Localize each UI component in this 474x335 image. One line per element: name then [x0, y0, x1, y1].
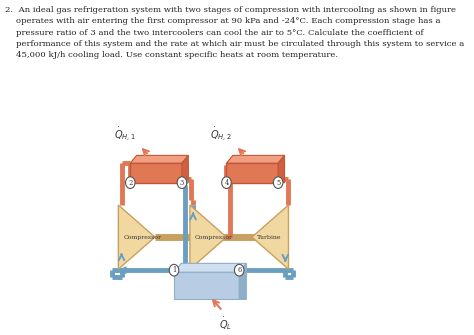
FancyBboxPatch shape: [227, 163, 278, 183]
Text: 2: 2: [128, 179, 132, 187]
Text: 2.  An ideal gas refrigeration system with two stages of compression with interc: 2. An ideal gas refrigeration system wit…: [5, 6, 464, 60]
Text: 4: 4: [224, 179, 228, 187]
Polygon shape: [278, 155, 284, 183]
Circle shape: [177, 177, 187, 189]
Polygon shape: [227, 155, 284, 163]
FancyBboxPatch shape: [174, 272, 239, 299]
Text: $\dot{Q}_{H,2}$: $\dot{Q}_{H,2}$: [210, 126, 232, 144]
Text: 1: 1: [172, 266, 176, 274]
Polygon shape: [174, 263, 246, 272]
FancyBboxPatch shape: [130, 163, 182, 183]
Polygon shape: [182, 155, 188, 183]
Circle shape: [169, 264, 179, 276]
Text: $\dot{Q}_{L}$: $\dot{Q}_{L}$: [219, 315, 233, 332]
Circle shape: [222, 177, 231, 189]
Polygon shape: [118, 205, 155, 269]
Text: Compressor: Compressor: [123, 234, 161, 240]
Text: 3: 3: [180, 179, 184, 187]
Text: Turbine: Turbine: [257, 234, 281, 240]
Circle shape: [126, 177, 135, 189]
Polygon shape: [130, 155, 188, 163]
Text: $\dot{Q}_{H,1}$: $\dot{Q}_{H,1}$: [114, 126, 136, 144]
Text: 5: 5: [276, 179, 280, 187]
Polygon shape: [190, 205, 227, 269]
Polygon shape: [239, 263, 246, 299]
Polygon shape: [252, 205, 289, 269]
Circle shape: [273, 177, 283, 189]
Text: 6: 6: [237, 266, 241, 274]
Text: Compressor: Compressor: [195, 234, 233, 240]
Circle shape: [235, 264, 244, 276]
